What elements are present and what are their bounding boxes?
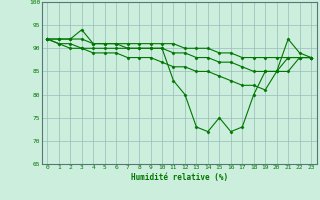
X-axis label: Humidité relative (%): Humidité relative (%) [131,173,228,182]
